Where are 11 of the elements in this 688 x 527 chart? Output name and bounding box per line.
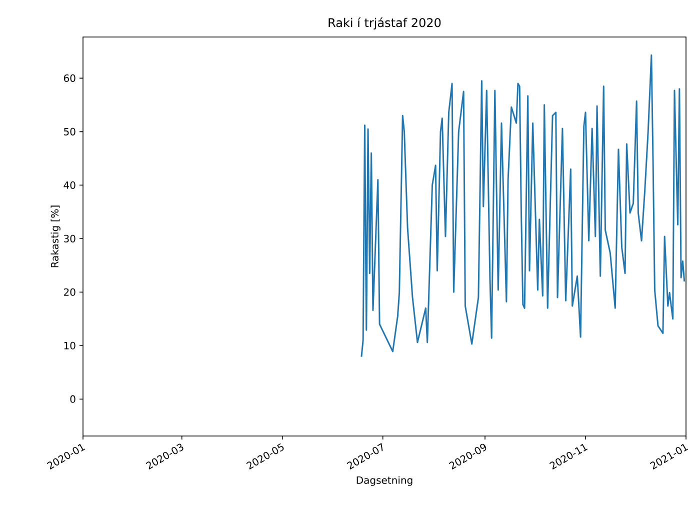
chart-title: Raki í trjástaf 2020	[328, 17, 441, 30]
y-tick-label: 10	[64, 342, 76, 350]
line-series	[360, 54, 686, 358]
y-tick-label: 30	[64, 234, 76, 242]
y-tick-label: 60	[64, 74, 76, 82]
y-axis-title: Rakastig [%]	[50, 206, 60, 268]
y-tick-label: 0	[70, 395, 76, 403]
x-axis-title: Dagsetning	[356, 476, 412, 486]
y-tick-label: 20	[64, 288, 76, 296]
y-tick-label: 40	[64, 181, 76, 189]
y-tick-label: 50	[64, 128, 76, 136]
